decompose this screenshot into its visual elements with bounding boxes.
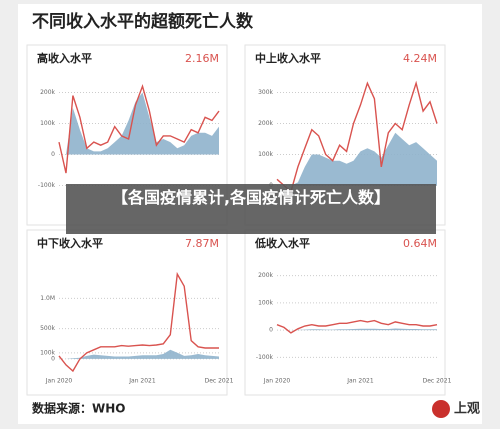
line: [276, 319, 438, 334]
total-label: 0.64M: [403, 237, 437, 250]
source: 数据来源：WHO: [32, 401, 125, 416]
y-tick-label: 0: [51, 355, 55, 362]
total-label: 7.87M: [185, 237, 219, 250]
y-tick-label: 100k: [258, 299, 273, 306]
y-tick-label: 200k: [258, 120, 273, 127]
page-title: 不同收入水平的超额死亡人数: [32, 11, 254, 32]
x-tick-label: Jan 2021: [128, 378, 156, 385]
y-tick-label: 0: [269, 327, 273, 334]
y-tick-label: -100k: [256, 354, 274, 361]
logo-icon: [432, 400, 450, 418]
logo: 上观: [454, 402, 480, 417]
y-tick-label: 200k: [40, 89, 55, 96]
card: [26, 229, 228, 396]
card: [244, 229, 446, 396]
y-tick-label: 100k: [40, 120, 55, 127]
y-tick-label: 1.0M: [40, 295, 55, 302]
line: [276, 80, 438, 193]
chart-title: 中上收入水平: [255, 51, 321, 65]
area: [59, 349, 219, 359]
x-tick-label: Jan 2020: [45, 378, 73, 385]
y-tick-label: -100k: [38, 182, 56, 189]
chart-title: 低收入水平: [254, 236, 310, 250]
x-tick-label: Dec 2021: [423, 378, 452, 385]
y-tick-label: 0: [51, 151, 55, 158]
line: [58, 84, 220, 174]
x-tick-label: Jan 2020: [263, 378, 291, 385]
area: [59, 92, 219, 155]
y-tick-label: 200k: [258, 272, 273, 279]
y-tick-label: 500k: [40, 325, 55, 332]
chart-title: 中下收入水平: [37, 236, 103, 250]
caption-overlay: 【各国疫情累计,各国疫情计死亡人数】: [66, 184, 436, 234]
chart-title: 高收入水平: [37, 51, 92, 65]
y-tick-label: 100k: [40, 349, 55, 356]
area: [277, 132, 437, 186]
total-label: 2.16M: [185, 52, 219, 65]
x-tick-label: Jan 2021: [346, 378, 374, 385]
y-tick-label: 300k: [258, 89, 273, 96]
x-tick-label: Dec 2021: [205, 378, 234, 385]
area: [277, 328, 437, 331]
total-label: 4.24M: [403, 52, 437, 65]
y-tick-label: 100k: [258, 151, 273, 158]
line: [58, 271, 219, 373]
